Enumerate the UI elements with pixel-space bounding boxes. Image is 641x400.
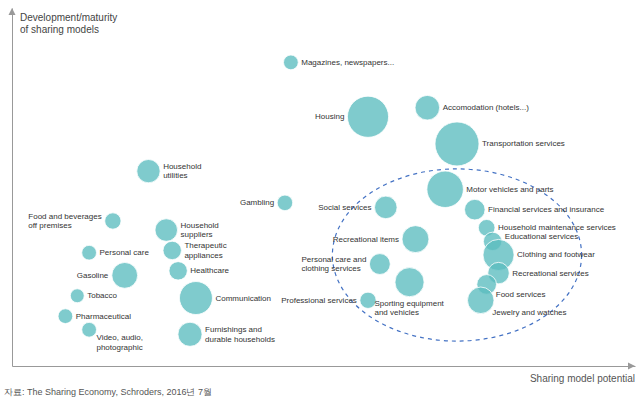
point-label: Pharmaceutical	[76, 312, 131, 321]
point-label: Recreational services	[512, 269, 588, 278]
bubble	[395, 268, 424, 297]
point-label: Recreational items	[333, 235, 399, 244]
point-label: Communication	[215, 294, 271, 303]
point-label: Personal care	[100, 248, 150, 257]
bubble	[178, 322, 202, 346]
marks	[58, 55, 582, 346]
bubble	[155, 219, 178, 242]
plot	[9, 8, 636, 370]
point-label: Social services	[318, 203, 371, 212]
bubble	[82, 322, 97, 337]
bubble	[435, 122, 479, 166]
point-label: Motor vehicles and parts	[466, 185, 553, 194]
point-label: Magazines, newspapers...	[301, 58, 394, 67]
bubble	[112, 262, 138, 288]
point-label: Householdsuppliers	[181, 221, 219, 240]
bubble	[277, 195, 293, 211]
texts: Development/maturityof sharing models Sha…	[4, 12, 635, 397]
bubble	[163, 241, 181, 259]
point-label: Gasoline	[77, 271, 109, 280]
point-label: Professional services	[281, 296, 357, 305]
x-axis	[13, 366, 636, 367]
point-label: Jewelry and watches	[492, 308, 566, 317]
bubble	[369, 254, 390, 275]
point-label: Housing	[315, 112, 344, 121]
bubble	[347, 96, 388, 137]
axis-arrow	[628, 363, 635, 370]
bubble	[375, 196, 398, 219]
bubble	[58, 309, 73, 324]
source: 자료: The Sharing Economy, Schroders, 2016…	[4, 387, 212, 397]
point-label: Accomodation (hotels...)	[443, 103, 530, 112]
point-label: Therapeuticappliances	[184, 241, 226, 260]
point-label: Financial services and insurance	[488, 205, 605, 214]
axis-line	[12, 9, 13, 367]
bubble	[402, 226, 429, 253]
bubble	[467, 287, 493, 313]
bubble	[82, 245, 97, 260]
bubble	[179, 282, 212, 315]
point-label: Transportation services	[482, 139, 565, 148]
chart: Development/maturityof sharing models Sha…	[0, 0, 641, 400]
bubble	[105, 213, 121, 229]
x-axis-title: Sharing model potential	[530, 373, 635, 384]
y-axis	[12, 9, 13, 367]
point-label: Healthcare	[190, 266, 229, 275]
point-label: Educational services	[505, 232, 578, 241]
point-label: Tobacco	[87, 291, 117, 300]
y-axis-title: Development/maturityof sharing models	[20, 12, 117, 35]
point-label: Video, audio,photographic	[96, 333, 143, 352]
point-label: Furnishings anddurable households	[205, 325, 275, 344]
point-label: Personal care andclothing services	[301, 255, 366, 274]
bubble	[427, 171, 463, 207]
point-label: Gambling	[240, 198, 274, 207]
bubble	[415, 95, 440, 120]
bubble	[169, 262, 187, 280]
bubble	[70, 289, 84, 303]
bubble	[283, 55, 298, 70]
point-label: Food services	[496, 290, 546, 299]
point-label: Sporting equipmentand vehicles	[374, 299, 444, 318]
point-labels: Magazines, newspapers... Housing Accomodat…	[28, 58, 616, 352]
point-label: Householdutilities	[163, 162, 201, 181]
point-label: Household maintenance services	[498, 223, 616, 232]
bubble	[137, 159, 160, 182]
axis-arrow	[9, 8, 16, 15]
point-label: Food and beveragesoff premises	[28, 212, 101, 231]
axis-line	[13, 366, 636, 367]
bubble	[465, 199, 486, 220]
point-label: Clothing and footwear	[517, 250, 595, 259]
